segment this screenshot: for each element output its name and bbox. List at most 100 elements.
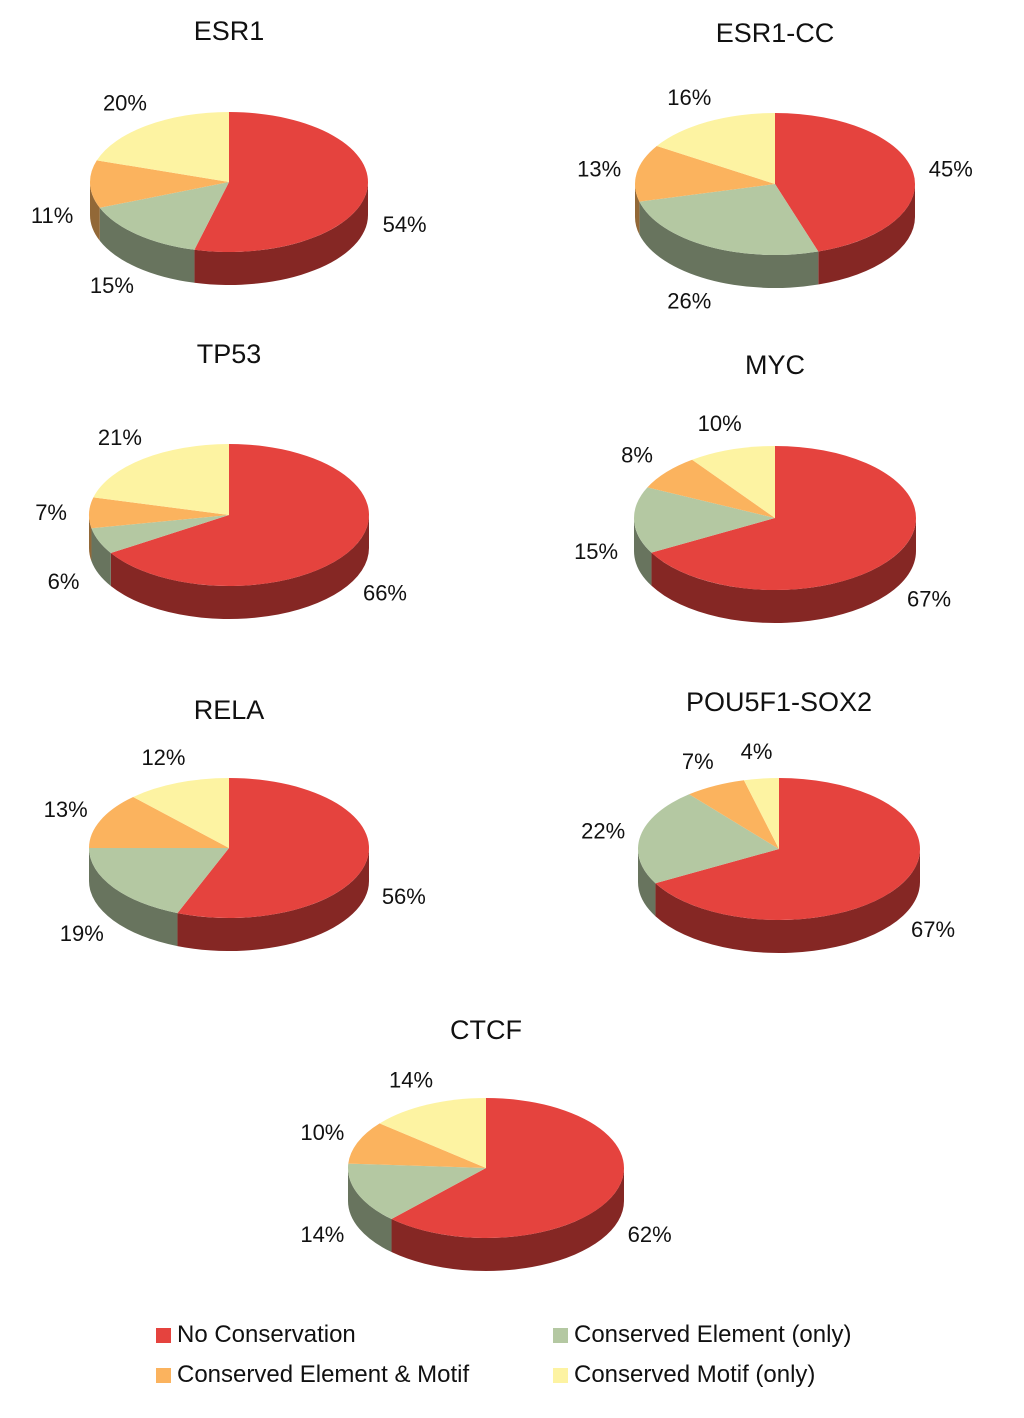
pie-side-no-conservation — [651, 518, 916, 624]
data-label-no-conservation: 66% — [363, 580, 407, 605]
legend-item-no-conservation: No Conservation — [156, 1321, 356, 1349]
data-label-conserved-element-only: 22% — [581, 818, 625, 843]
pie-slice-conserved-element-only — [99, 182, 229, 250]
pie-slice-conserved-motif-only — [133, 778, 229, 848]
pie-slice-conserved-element-and-motif — [89, 796, 229, 848]
legend-label-no-conservation: No Conservation — [177, 1321, 356, 1348]
data-label-conserved-element-and-motif: 8% — [621, 442, 653, 467]
pie-slice-no-conservation — [775, 113, 915, 252]
legend-swatch-conserved-motif-only — [553, 1367, 568, 1383]
pie-slice-no-conservation — [391, 1098, 624, 1239]
pie-slice-conserved-motif-only — [93, 444, 229, 515]
legend-swatch-conserved-element-and-motif — [156, 1367, 171, 1383]
pie-slice-conserved-element-only — [347, 1163, 486, 1220]
pie-slice-conserved-element-only — [638, 794, 779, 884]
data-label-conserved-element-and-motif: 13% — [44, 797, 88, 822]
chart-title: ESR1 — [194, 16, 265, 46]
legend-swatch-no-conservation — [156, 1327, 171, 1343]
data-label-conserved-motif-only: 14% — [389, 1067, 433, 1092]
data-label-conserved-element-only: 6% — [48, 569, 80, 594]
data-label-conserved-motif-only: 21% — [98, 425, 142, 450]
pie-slice-no-conservation — [655, 778, 920, 920]
legend-item-conserved-element-and-motif: Conserved Element & Motif — [156, 1361, 469, 1389]
chart-title: POU5F1-SOX2 — [686, 687, 872, 717]
pie-chart-tp53: TP53 66% 6% 7% 21% — [35, 339, 407, 619]
data-label-conserved-element-and-motif: 13% — [577, 157, 621, 182]
pie-side-conserved-element-only — [89, 848, 178, 947]
pie-side-conserved-element-only — [638, 849, 656, 917]
pie-side-no-conservation — [194, 182, 369, 285]
pie-slice-conserved-element-and-motif — [90, 160, 230, 208]
pie-slice-no-conservation — [110, 444, 370, 586]
pie-slice-conserved-element-only — [89, 848, 229, 914]
pie-slice-conserved-element-and-motif — [689, 780, 779, 849]
data-label-conserved-element-only: 19% — [60, 921, 104, 946]
pie-chart-ctcf: CTCF 62% 14% 10% 14% — [300, 1015, 672, 1271]
pie-slice-conserved-motif-only — [692, 446, 775, 518]
data-label-conserved-motif-only: 4% — [741, 739, 773, 764]
pie-side-no-conservation — [818, 184, 915, 285]
pie-slice-conserved-motif-only — [656, 113, 775, 184]
pie-side-conserved-element-and-motif — [89, 515, 92, 562]
data-label-no-conservation: 62% — [628, 1222, 672, 1247]
data-label-conserved-motif-only: 20% — [103, 91, 147, 116]
data-label-no-conservation: 67% — [911, 917, 955, 942]
legend-label-conserved-motif-only: Conserved Motif (only) — [574, 1361, 816, 1388]
data-label-no-conservation: 56% — [382, 884, 426, 909]
pie-slice-conserved-element-and-motif — [89, 497, 229, 529]
data-label-conserved-motif-only: 16% — [667, 85, 711, 110]
chart-title: MYC — [745, 350, 805, 380]
chart-title: ESR1-CC — [716, 18, 835, 48]
legend-label-conserved-element-and-motif: Conserved Element & Motif — [177, 1361, 470, 1388]
data-label-conserved-element-only: 15% — [90, 273, 134, 298]
data-label-no-conservation: 67% — [907, 587, 951, 612]
pie-slice-conserved-element-only — [639, 184, 819, 255]
pie-side-conserved-element-only — [91, 528, 111, 587]
pie-side-no-conservation — [177, 848, 369, 951]
pie-slice-conserved-element-only — [91, 515, 229, 554]
data-label-conserved-element-and-motif: 7% — [35, 500, 67, 525]
pie-chart-pou5f1-sox2: POU5F1-SOX2 67% 22% 7% 4% — [581, 687, 955, 954]
chart-title: RELA — [194, 695, 265, 725]
data-label-conserved-motif-only: 10% — [698, 411, 742, 436]
pie-side-no-conservation — [110, 515, 369, 619]
pie-slice-no-conservation — [177, 778, 369, 918]
pie-side-conserved-element-and-motif — [90, 182, 100, 241]
data-label-conserved-element-only: 26% — [667, 288, 711, 313]
pie-side-conserved-element-only — [99, 207, 195, 283]
data-label-conserved-element-and-motif: 11% — [31, 203, 73, 228]
chart-title: TP53 — [197, 339, 262, 369]
pie-slice-conserved-element-only — [633, 487, 775, 553]
pie-side-no-conservation — [391, 1168, 624, 1271]
pie-slice-conserved-element-and-motif — [635, 145, 775, 202]
pie-side-conserved-element-and-motif — [635, 184, 640, 235]
pie-side-conserved-element-only — [347, 1168, 392, 1253]
pie-side-conserved-element-only — [634, 518, 652, 586]
pie-side-conserved-element-only — [639, 201, 819, 288]
pie-slice-conserved-motif-only — [743, 778, 779, 849]
data-label-conserved-element-and-motif: 7% — [682, 749, 714, 774]
pie-slice-no-conservation — [651, 446, 916, 591]
pie-chart-rela: RELA 56% 19% 13% 12% — [44, 695, 426, 951]
data-label-no-conservation: 54% — [383, 212, 427, 237]
data-label-no-conservation: 45% — [929, 157, 973, 182]
pie-slice-no-conservation — [194, 112, 368, 252]
data-label-conserved-element-only: 15% — [574, 539, 618, 564]
pie-side-no-conservation — [655, 849, 920, 954]
legend-item-conserved-motif-only: Conserved Motif (only) — [553, 1361, 815, 1389]
pie-chart-esr1-cc: ESR1-CC 45% 26% 13% 16% — [577, 18, 973, 313]
pie-chart-myc: MYC 67% 15% 8% 10% — [574, 350, 951, 624]
pie-chart-esr1: ESR1 54% 15% 11% 20% — [31, 16, 427, 298]
pie-slice-conserved-motif-only — [96, 112, 229, 182]
data-label-conserved-element-only: 14% — [300, 1222, 344, 1247]
legend-label-conserved-element-only: Conserved Element (only) — [574, 1321, 852, 1348]
legend-swatch-conserved-element-only — [553, 1327, 568, 1343]
chart-title: CTCF — [450, 1015, 522, 1045]
pie-slice-conserved-element-and-motif — [348, 1123, 486, 1168]
pie-slice-conserved-motif-only — [379, 1098, 486, 1168]
data-label-conserved-motif-only: 12% — [141, 745, 185, 770]
legend-item-conserved-element-only: Conserved Element (only) — [553, 1321, 851, 1349]
data-label-conserved-element-and-motif: 10% — [300, 1120, 344, 1145]
pie-slice-conserved-element-and-motif — [647, 459, 775, 518]
